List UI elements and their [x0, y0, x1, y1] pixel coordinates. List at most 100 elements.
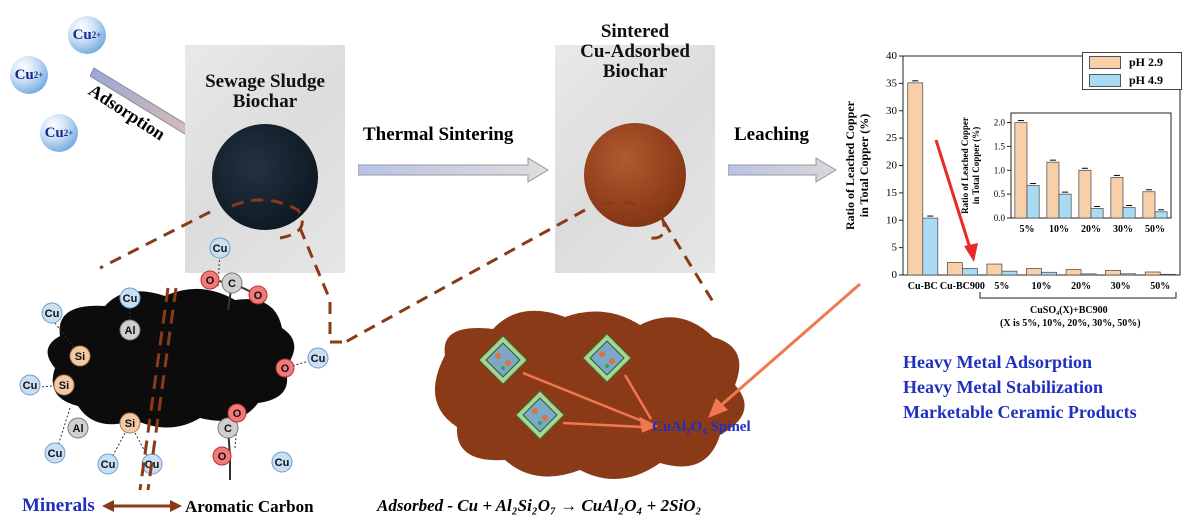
group-label: CuSO₄(X)+BC900 [1030, 305, 1108, 316]
cu-ion-3: Cu 2+ [40, 114, 78, 152]
x-tick-label: 50% [1150, 281, 1170, 292]
y-tick-label: 5 [892, 242, 898, 254]
svg-text:Cu: Cu [101, 459, 116, 471]
bar-ph-2.9-6 [1144, 271, 1161, 276]
x-tick-label: 10% [1049, 224, 1069, 235]
atom-si-3: Si [119, 412, 141, 434]
y-tick-label: 25 [886, 132, 898, 144]
atom-o-4: O [227, 403, 247, 423]
aromatic-carbon-blob [47, 288, 295, 428]
sintered-title-line2: Cu-Adsorbed [580, 41, 690, 62]
sintered-structure [434, 310, 745, 479]
x-tick-label: 5% [994, 281, 1009, 292]
svg-text:Si: Si [59, 380, 69, 392]
atom-c-1: C [221, 272, 243, 294]
sintered-title-line1: Sintered [600, 21, 670, 42]
cu-ion-1: Cu 2+ [68, 16, 106, 54]
svg-text:Si: Si [125, 418, 135, 430]
bar-ph-4.9-5 [1120, 273, 1137, 276]
sewage-sludge-title-line2: Biochar [232, 91, 298, 112]
group-note: (X is 5%, 10%, 20%, 30%, 50%) [1000, 318, 1141, 329]
spinel-crystal-2 [582, 333, 632, 383]
bar-ph-2.9-3 [1026, 268, 1042, 276]
atom-si-1: Si [69, 345, 91, 367]
legend-label-ph49: pH 4.9 [1129, 72, 1164, 87]
benefit-1: Heavy Metal Adsorption [903, 352, 1092, 372]
sewage-sludge-title: Sewage Sludge Biochar [185, 72, 345, 112]
y-tick-label: 1.5 [994, 141, 1006, 151]
trend-arrow [934, 139, 972, 249]
legend-swatch-ph49 [1089, 73, 1121, 87]
svg-text:O: O [254, 290, 263, 302]
svg-text:O: O [281, 363, 290, 375]
sewage-sludge-title-line1: Sewage Sludge [205, 71, 325, 92]
svg-text:Cu: Cu [123, 293, 138, 305]
cu-ion-2: Cu 2+ [10, 56, 48, 94]
bar-ph-4.9-2 [1001, 270, 1018, 276]
atom-o-1: O [200, 270, 220, 290]
x-tick-label: 30% [1111, 281, 1131, 292]
chart-to-spinel-arrow [708, 282, 861, 418]
legend-item-ph49: pH 4.9 [1083, 71, 1181, 89]
y-axis-label: Ratio of Leached Copperin Total Copper (… [843, 100, 871, 230]
svg-text:C: C [224, 423, 232, 435]
atom-cu-2: Cu [41, 302, 63, 324]
bar-ph-2.9-4 [1065, 269, 1082, 276]
atom-o-5: O [212, 446, 232, 466]
spinel-label: CuAl₂O₄ Spinel [652, 419, 751, 435]
spinel-crystal-1 [478, 335, 528, 385]
atom-cu-4: Cu [19, 374, 41, 396]
trend-arrow-head [964, 243, 978, 262]
atom-o-2: O [248, 285, 268, 305]
svg-text:Cu: Cu [213, 243, 228, 255]
aromatic-carbon-label: Aromatic Carbon [185, 497, 314, 516]
reaction-equation: Adsorbed - Cu + Al₂Si₂O₇ → CuAl₂O₄ + 2Si… [377, 496, 702, 515]
leaching-label: Leaching [734, 124, 809, 145]
svg-text:O: O [206, 275, 215, 287]
atom-si-2: Si [53, 374, 75, 396]
bar-ph-4.9-6 [1159, 273, 1176, 276]
legend-swatch-ph29 [1089, 55, 1121, 69]
minerals-carbon-arrow [102, 500, 182, 512]
y-tick-label: 1.0 [994, 165, 1006, 175]
bar-ph-2.9-2 [986, 263, 1003, 276]
bar-ph-4.9-3 [1041, 271, 1057, 276]
bar-ph-4.9-0 [922, 217, 939, 276]
bar-ph-2.9-0 [907, 82, 924, 276]
sintered-title-line3: Biochar [602, 61, 668, 82]
minerals-label: Minerals [22, 495, 95, 516]
group-bracket [979, 292, 1177, 299]
benefit-3: Marketable Ceramic Products [903, 402, 1137, 422]
atom-cu-3: Cu [119, 287, 141, 309]
y-tick-label: 30 [886, 105, 898, 117]
chart-legend: pH 2.9 pH 4.9 [1082, 52, 1182, 90]
x-tick-label: Cu-BC [908, 281, 938, 292]
thermal-sintering-arrow [358, 157, 549, 183]
svg-text:Cu: Cu [48, 448, 63, 460]
benefits-list: Heavy Metal Adsorption Heavy Metal Stabi… [903, 350, 1137, 425]
thermal-sintering-label: Thermal Sintering [363, 124, 514, 145]
bar-ph-2.9-1 [946, 262, 963, 276]
svg-text:O: O [233, 408, 242, 420]
atom-cu-6: Cu [44, 442, 66, 464]
y-tick-label: 20 [886, 160, 898, 172]
atom-c-2: C [217, 417, 239, 439]
bar-ph-4.9-1 [1058, 193, 1072, 219]
bar-ph-2.9-4 [1142, 191, 1156, 219]
bar-ph-4.9-3 [1122, 207, 1136, 219]
x-tick-label: 30% [1113, 224, 1133, 235]
atom-o-3: O [275, 358, 295, 378]
y-tick-label: 0.5 [994, 189, 1006, 199]
bar-ph-2.9-2 [1078, 169, 1092, 219]
inset-bar-chart: 0.0 0.5 1.0 1.5 2.0 5% 10% 20% 30% 50% Ratio of Le… [960, 112, 1172, 235]
bar-ph-4.9-2 [1090, 208, 1104, 219]
x-tick-label: 10% [1032, 281, 1052, 292]
svg-text:Cu: Cu [311, 353, 326, 365]
y-tick-label: 35 [886, 77, 898, 89]
x-tick-label: 20% [1081, 224, 1101, 235]
main-bar-chart: 0 5 10 15 20 25 30 35 40 Cu-BC Cu-BC900 5% 10% 20% 30%… [843, 50, 1181, 299]
x-tick-label: 20% [1071, 281, 1091, 292]
biochar-structure: Cu O C O Cu Cu Al Si Cu Si O Cu Si Al Cu… [19, 237, 329, 491]
atom-al-1: Al [119, 319, 141, 341]
